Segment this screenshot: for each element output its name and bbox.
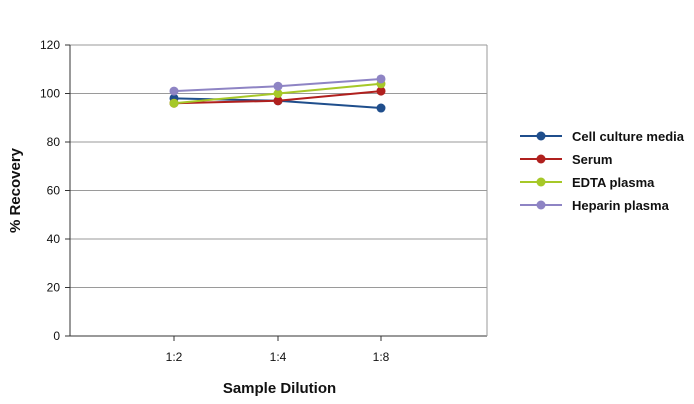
series-group xyxy=(169,79,386,108)
y-tick-label: 60 xyxy=(47,184,61,198)
legend-label: Cell culture media xyxy=(572,129,685,144)
legend-swatch-marker xyxy=(536,177,546,187)
legend-item: Heparin plasma xyxy=(520,198,670,213)
y-tick-label: 20 xyxy=(47,281,61,295)
x-tick-label: 1:2 xyxy=(166,350,183,364)
x-tick-label: 1:8 xyxy=(373,350,390,364)
legend-swatch-marker xyxy=(536,131,546,141)
legend-swatch-marker xyxy=(536,200,546,210)
legend-label: Serum xyxy=(572,152,612,167)
y-tick-label: 100 xyxy=(40,87,60,101)
legend-label: EDTA plasma xyxy=(572,175,655,190)
legend-swatch-marker xyxy=(536,154,546,164)
data-point xyxy=(376,103,386,113)
x-tick-label: 1:4 xyxy=(270,350,287,364)
legend-item: EDTA plasma xyxy=(520,175,655,190)
data-point xyxy=(273,81,283,91)
data-point xyxy=(376,74,386,84)
y-tick-labels: 0 20 40 60 80 100 120 xyxy=(40,38,70,343)
x-axis-title: Sample Dilution xyxy=(223,380,336,397)
data-point xyxy=(273,89,283,98)
legend: Cell culture media Serum EDTA plasma Hepari… xyxy=(520,129,685,213)
series xyxy=(169,74,386,113)
y-tick-label: 120 xyxy=(40,38,60,52)
data-point xyxy=(376,86,386,96)
legend-item: Serum xyxy=(520,152,612,167)
series-group xyxy=(169,74,386,96)
data-point xyxy=(169,98,179,108)
legend-item: Cell culture media xyxy=(520,129,685,144)
y-tick-label: 80 xyxy=(47,135,61,149)
y-tick-label: 0 xyxy=(53,329,60,343)
data-point xyxy=(273,96,283,106)
grid xyxy=(70,44,487,288)
y-axis-title: % Recovery xyxy=(7,147,24,233)
y-tick-label: 40 xyxy=(47,232,61,246)
data-point xyxy=(169,86,179,96)
x-tick-labels: 1:2 1:4 1:8 xyxy=(166,336,390,364)
legend-label: Heparin plasma xyxy=(572,198,670,213)
